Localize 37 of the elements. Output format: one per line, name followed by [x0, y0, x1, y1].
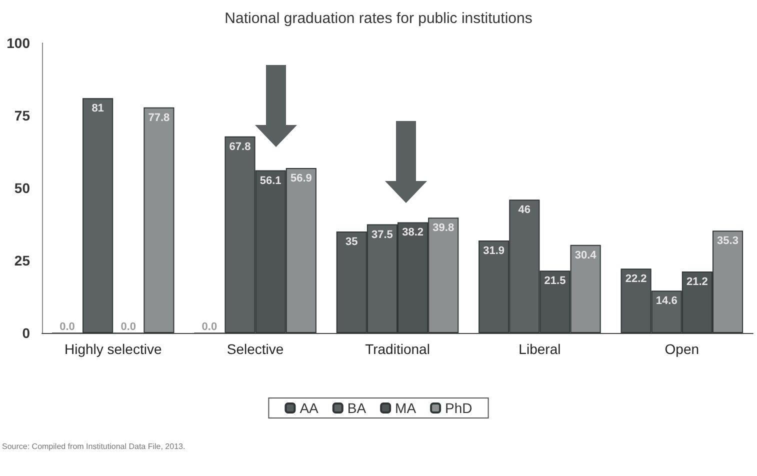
- y-tick-label: 50: [14, 180, 30, 196]
- data-label: 0.0: [60, 321, 75, 333]
- data-label: 38.2: [402, 226, 424, 239]
- data-label: 35.3: [717, 235, 738, 248]
- data-label: 77.8: [148, 112, 170, 124]
- data-label: 14.6: [656, 295, 678, 308]
- data-label: 35: [346, 236, 358, 248]
- data-label: 21.5: [544, 275, 566, 288]
- y-tick-label: 0: [22, 325, 30, 341]
- data-label: 56.9: [290, 172, 312, 184]
- chart-title: National graduation rates for public institutions: [224, 10, 532, 27]
- legend-label: MA: [395, 400, 417, 416]
- data-label: 39.8: [432, 222, 454, 234]
- legend-label: AA: [300, 400, 320, 416]
- x-tick-label: Selective: [226, 341, 284, 357]
- data-label: 31.9: [483, 244, 505, 257]
- data-label: 67.8: [229, 140, 251, 153]
- legend-label: BA: [347, 400, 367, 416]
- data-label: 0.0: [120, 321, 136, 333]
- y-tick-label: 75: [14, 108, 30, 124]
- y-tick-label: 25: [14, 252, 30, 268]
- legend-label: PhD: [445, 400, 472, 416]
- data-label: 46: [518, 204, 531, 216]
- data-label: 37.5: [372, 228, 393, 241]
- data-label: 21.2: [686, 276, 708, 288]
- source-note: Source: Compiled from Institutional Data File, 2013.: [2, 442, 186, 451]
- bar: [144, 107, 174, 333]
- data-label: 22.2: [625, 273, 647, 286]
- x-tick-label: Highly selective: [64, 341, 162, 357]
- x-tick-label: Liberal: [518, 341, 561, 357]
- data-label: 30.4: [574, 249, 598, 262]
- data-label: 56.1: [260, 174, 282, 187]
- y-tick-label: 100: [6, 35, 30, 51]
- data-label: 81: [92, 102, 104, 115]
- x-tick-label: Open: [664, 341, 700, 357]
- x-tick-label: Traditional: [365, 341, 430, 357]
- data-label: 0.0: [202, 321, 218, 333]
